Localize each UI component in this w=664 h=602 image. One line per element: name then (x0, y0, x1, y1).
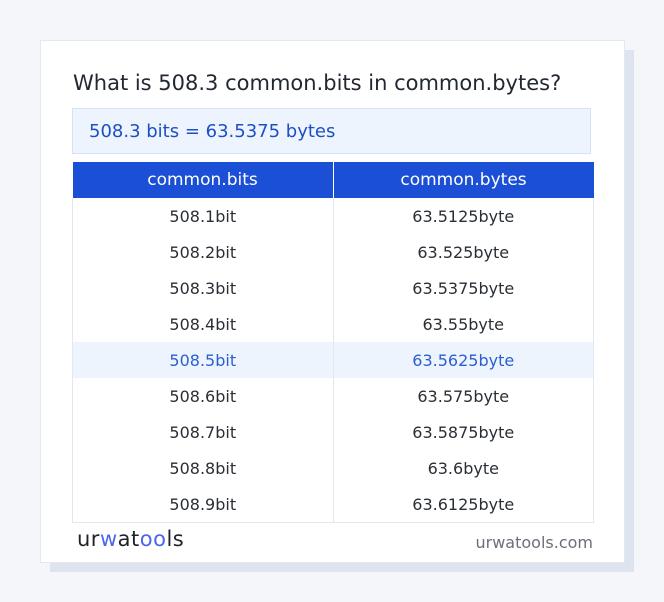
header-bits: common.bits (72, 162, 333, 198)
table-row: 508.4bit 63.55byte (72, 306, 594, 342)
header-bytes: common.bytes (332, 162, 594, 198)
bits-cell: 508.7bit (72, 414, 334, 450)
bytes-cell: 63.6125byte (332, 486, 594, 523)
table-row: 508.7bit 63.5875byte (72, 414, 594, 450)
bytes-cell: 63.6byte (332, 450, 594, 486)
conversion-table: common.bits common.bytes 508.1bit 63.5125… (72, 162, 594, 523)
table-row: 508.2bit 63.525byte (72, 234, 594, 270)
table-row: 508.5bit 63.5625byte (72, 342, 594, 378)
bits-cell: 508.4bit (72, 306, 334, 342)
bits-cell: 508.6bit (72, 378, 334, 414)
bits-cell: 508.5bit (72, 342, 334, 378)
site-link[interactable]: urwatools.com (475, 533, 594, 552)
bytes-cell: 63.525byte (332, 234, 594, 270)
table-row: 508.6bit 63.575byte (72, 378, 594, 414)
result-text: 508.3 bits = 63.5375 bytes (89, 121, 336, 142)
table-header-row: common.bits common.bytes (72, 162, 594, 198)
table-row: 508.1bit 63.5125byte (72, 198, 594, 234)
bytes-cell: 63.5625byte (332, 342, 594, 378)
page-title: What is 508.3 common.bits in common.byte… (73, 71, 562, 95)
conversion-card: What is 508.3 common.bits in common.byte… (40, 40, 625, 563)
bits-cell: 508.2bit (72, 234, 334, 270)
bytes-cell: 63.5375byte (332, 270, 594, 306)
table-row: 508.9bit 63.6125byte (72, 486, 594, 523)
bytes-cell: 63.5125byte (332, 198, 594, 234)
bytes-cell: 63.575byte (332, 378, 594, 414)
bits-cell: 508.3bit (72, 270, 334, 306)
result-box: 508.3 bits = 63.5375 bytes (72, 108, 591, 154)
bits-cell: 508.8bit (72, 450, 334, 486)
urwatools-logo: urwatools (77, 527, 185, 551)
table-row: 508.8bit 63.6byte (72, 450, 594, 486)
bits-cell: 508.1bit (72, 198, 334, 234)
bytes-cell: 63.55byte (332, 306, 594, 342)
bits-cell: 508.9bit (72, 486, 334, 523)
table-row: 508.3bit 63.5375byte (72, 270, 594, 306)
bytes-cell: 63.5875byte (332, 414, 594, 450)
